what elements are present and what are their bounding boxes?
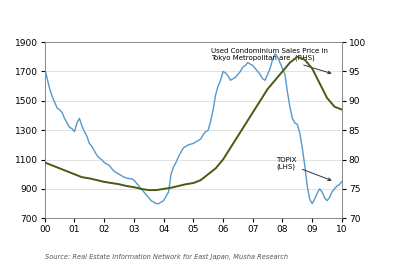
Text: Used Condominium Sales Price in
Tokyo Metropolitan are  (RHS): Used Condominium Sales Price in Tokyo Me… [211,48,331,74]
Text: TOPIX
(LHS): TOPIX (LHS) [276,157,331,180]
Text: Source: Real Estate Information Network for East Japan, Musha Research: Source: Real Estate Information Network … [45,254,288,260]
Text: Figure 5 :  TOPIX and Tokyo Used Condominium Sales Price: Figure 5 : TOPIX and Tokyo Used Condomin… [29,12,378,22]
